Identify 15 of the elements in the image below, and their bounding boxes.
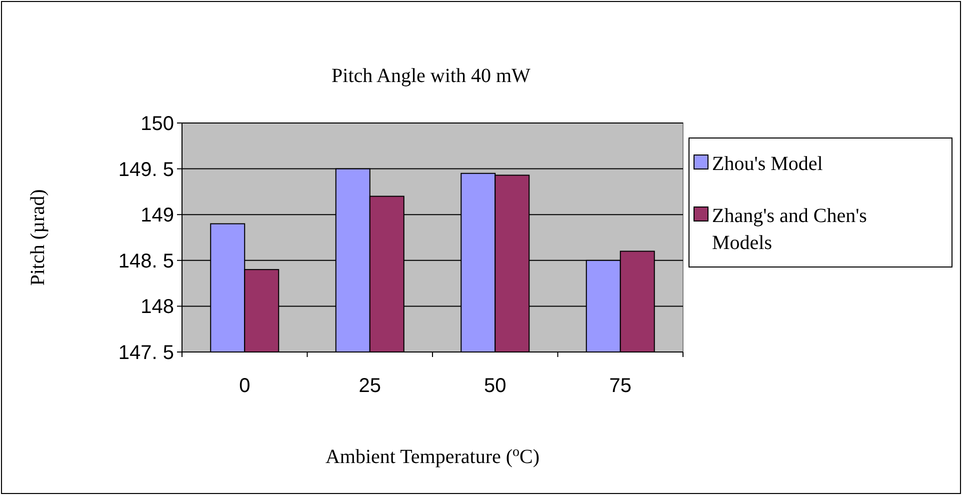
y-tick-label: 147. 5 (118, 342, 174, 364)
chart-title: Pitch Angle with 40 mW (332, 65, 531, 87)
legend-label: Zhou's Model (712, 153, 824, 175)
y-axis-title: Pitch (µrad) (27, 189, 49, 286)
y-tick-label: 148 (140, 296, 174, 318)
x-tick-label: 50 (484, 375, 506, 397)
x-tick-label: 75 (609, 375, 632, 397)
y-tick-label: 149 (140, 204, 174, 227)
x-tick-label: 25 (358, 375, 381, 397)
x-axis-title: Ambient Temperature ($^{o}$C) (325, 444, 540, 468)
y-tick-label: 148. 5 (118, 250, 174, 272)
x-tick-label: 0 (239, 375, 250, 397)
y-tick-label: 149. 5 (118, 158, 174, 181)
y-tick-label: 150 (140, 113, 174, 135)
legend-label: Zhang's and Chen's Models (712, 205, 868, 254)
